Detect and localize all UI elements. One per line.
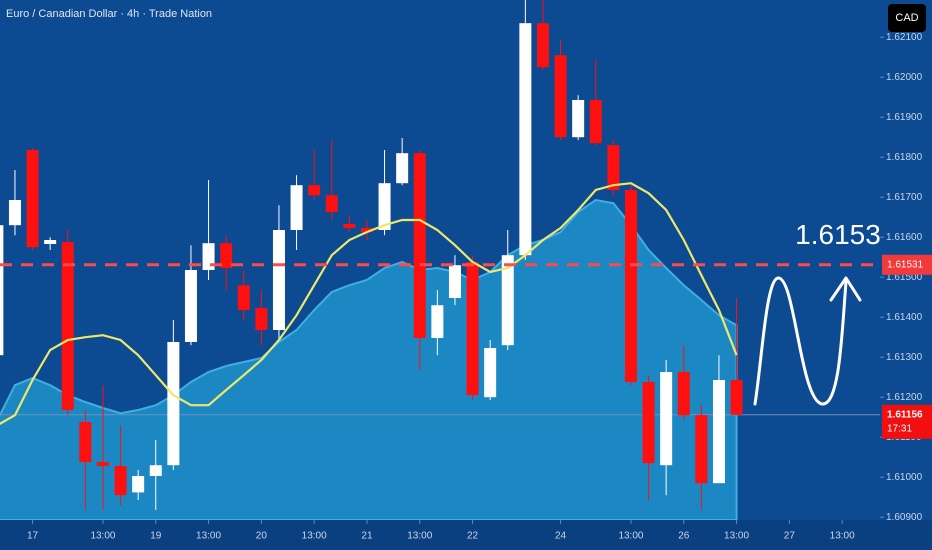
target-annotation: 1.6153 <box>795 219 881 250</box>
overlay: 1.6153 1.61531 1.61156 17:31 <box>795 219 932 439</box>
x-tick-label: 22 <box>467 531 479 542</box>
candle-body <box>572 100 585 138</box>
candle-body <box>378 183 391 230</box>
candle-body <box>114 466 127 496</box>
y-tick-label: 1.62000 <box>886 72 923 83</box>
candle-body <box>607 145 620 190</box>
last-price-badge <box>882 404 932 439</box>
candle-body <box>519 23 532 256</box>
candle-body <box>695 415 708 484</box>
drawing-wave <box>753 276 848 406</box>
candle-body <box>96 462 109 466</box>
y-tick-label: 1.61900 <box>886 112 923 123</box>
candle-body <box>308 185 321 196</box>
x-axis-strip <box>0 520 932 550</box>
candle-body <box>79 422 92 462</box>
candle-body <box>712 380 725 484</box>
candle-body <box>536 23 549 68</box>
candle-body <box>255 308 268 330</box>
axes: 1.609001.610001.611001.612001.613001.614… <box>27 32 923 542</box>
candle-body <box>184 270 197 342</box>
x-tick-label: 20 <box>256 531 268 542</box>
candle-body <box>589 100 602 144</box>
y-tick-label: 1.61800 <box>886 152 923 163</box>
y-tick-label: 1.61200 <box>886 392 923 403</box>
x-tick-label: 17 <box>27 531 39 542</box>
drawing-arrowhead <box>829 276 862 302</box>
x-tick-label: 13:00 <box>407 531 432 542</box>
candle-body <box>149 465 162 476</box>
currency-button[interactable] <box>888 4 926 32</box>
candle-body <box>237 285 250 310</box>
x-tick-label: 13:00 <box>830 531 855 542</box>
last-price-label: 1.61156 <box>887 409 923 420</box>
y-tick-label: 1.61000 <box>886 472 923 483</box>
chart-title: Euro / Canadian Dollar · 4h · Trade Nati… <box>6 8 212 20</box>
candle-body <box>660 372 673 466</box>
candle-body <box>272 230 285 330</box>
y-tick-label: 1.61600 <box>886 232 923 243</box>
candle-body <box>132 476 145 493</box>
candle-body <box>325 195 338 212</box>
candle-body <box>554 55 567 138</box>
y-tick-label: 1.61300 <box>886 352 923 363</box>
y-tick-label: 1.61400 <box>886 312 923 323</box>
y-tick-label: 1.61500 <box>886 272 923 283</box>
candle-body <box>26 150 39 248</box>
currency-label[interactable]: CAD <box>895 12 918 24</box>
x-tick-label: 13:00 <box>724 531 749 542</box>
candle-body <box>501 255 514 346</box>
y-tick-label: 1.60900 <box>886 512 923 523</box>
x-tick-label: 13:00 <box>90 531 115 542</box>
candle-body <box>431 305 444 338</box>
candle-body <box>290 185 303 230</box>
moving-average <box>0 182 738 425</box>
candle-body <box>413 153 426 338</box>
x-tick-label: 13:00 <box>196 531 221 542</box>
countdown-label: 17:31 <box>887 423 912 434</box>
y-tick-label: 1.62100 <box>886 32 923 43</box>
candle-body <box>396 153 409 184</box>
x-tick-label: 27 <box>784 531 796 542</box>
x-tick-label: 24 <box>555 531 567 542</box>
candle-body <box>642 382 655 464</box>
candle-body <box>8 200 21 226</box>
x-tick-label: 19 <box>150 531 162 542</box>
candle-body <box>448 265 461 298</box>
candle-body <box>466 262 479 396</box>
candle-body <box>360 228 373 232</box>
candle-body <box>484 348 497 398</box>
x-tick-label: 26 <box>678 531 690 542</box>
x-tick-label: 21 <box>361 531 373 542</box>
candle-body <box>0 225 4 356</box>
area-fill <box>0 198 738 520</box>
x-tick-label: 13:00 <box>618 531 643 542</box>
x-tick-label: 13:00 <box>302 531 327 542</box>
target-badge <box>882 254 932 275</box>
candle-body <box>220 243 233 268</box>
candle-body <box>61 242 74 410</box>
candle-body <box>730 380 743 415</box>
y-tick-label: 1.61700 <box>886 192 923 203</box>
plot-area <box>0 0 880 520</box>
candle-body <box>44 240 57 244</box>
candle-body <box>343 224 356 228</box>
target-badge-label: 1.61531 <box>887 259 924 270</box>
candle-body <box>677 372 690 416</box>
candle-body <box>167 342 180 466</box>
candle-body <box>624 190 637 382</box>
